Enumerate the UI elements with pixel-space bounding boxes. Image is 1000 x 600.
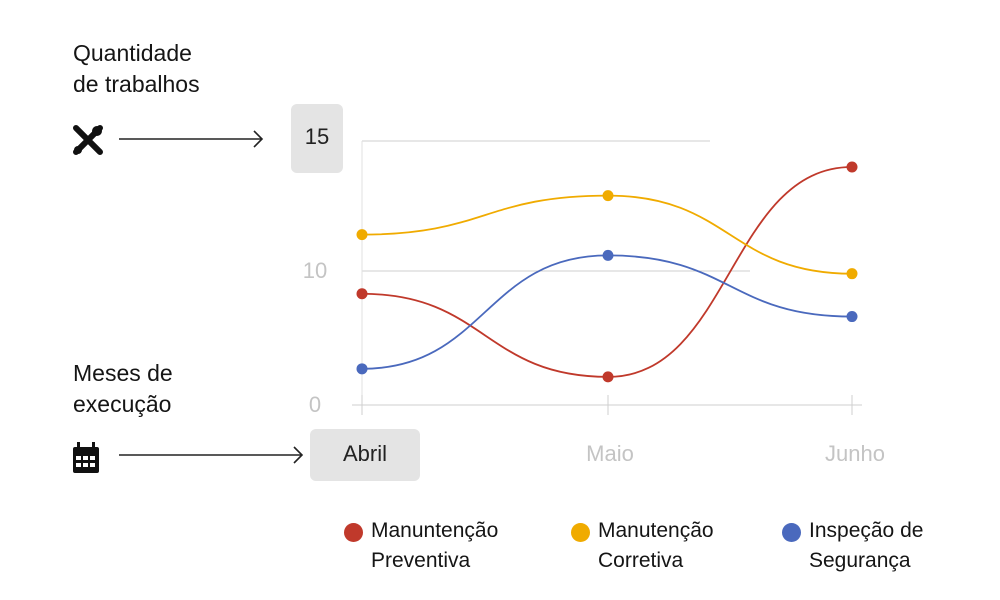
x-tick-highlight xyxy=(310,429,420,481)
data-point xyxy=(356,229,368,241)
y-tick-label: 15 xyxy=(304,124,330,149)
data-point xyxy=(602,249,614,261)
data-point xyxy=(846,161,858,173)
x-axis-title-line: Meses de xyxy=(73,360,173,386)
legend-dot xyxy=(344,523,363,542)
data-point xyxy=(356,288,368,300)
data-point xyxy=(846,311,858,323)
legend-label: Manuntenção xyxy=(371,519,499,542)
data-point xyxy=(602,371,614,383)
legend-label: Segurança xyxy=(809,549,911,572)
legend-dot xyxy=(782,523,801,542)
legend-label: Corretiva xyxy=(598,549,684,572)
data-point xyxy=(602,190,614,202)
x-axis-title-line: execução xyxy=(73,391,172,417)
legend-label: Preventiva xyxy=(371,549,471,572)
y-axis-title-line: Quantidade xyxy=(73,40,192,66)
x-tick-label: Abril xyxy=(342,441,387,466)
series-line xyxy=(361,194,853,275)
y-tick-label: 0 xyxy=(308,392,322,417)
legend-label: Inspeção de xyxy=(809,519,924,542)
legend-item: Manutenção Corretiva xyxy=(571,516,714,576)
y-axis-title: Quantidade de trabalhos xyxy=(73,38,200,100)
data-point xyxy=(846,268,858,280)
legend-item: Manuntenção Preventiva xyxy=(344,516,498,576)
data-point xyxy=(356,363,368,375)
x-axis-title: Meses de execução xyxy=(73,358,173,420)
legend-dot xyxy=(571,523,590,542)
y-tick-highlight xyxy=(291,104,343,173)
legend-label: Manutenção xyxy=(598,519,714,542)
series-line xyxy=(361,254,853,370)
series-line xyxy=(361,166,853,378)
x-tick-label: Junho xyxy=(825,441,885,466)
y-axis-title-line: de trabalhos xyxy=(73,71,200,97)
legend-item: Inspeção de Segurança xyxy=(782,516,923,576)
y-tick-label: 10 xyxy=(302,258,328,283)
x-tick-label: Maio xyxy=(586,441,634,466)
